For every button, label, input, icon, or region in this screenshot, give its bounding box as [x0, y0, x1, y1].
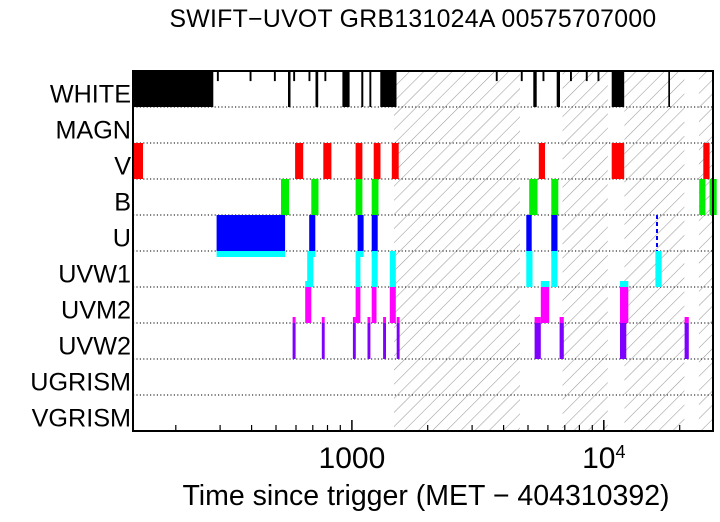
- svg-text:VGRISM: VGRISM: [32, 405, 131, 433]
- svg-text:UVW2: UVW2: [58, 333, 131, 361]
- svg-text:UVW1: UVW1: [58, 261, 131, 289]
- svg-text:U: U: [113, 225, 131, 253]
- svg-text:B: B: [114, 189, 131, 217]
- svg-text:V: V: [114, 153, 131, 181]
- svg-text:UGRISM: UGRISM: [30, 369, 131, 397]
- svg-text:UVM2: UVM2: [61, 297, 131, 325]
- svg-text:104: 104: [582, 442, 625, 475]
- svg-text:1000: 1000: [319, 442, 386, 475]
- svg-text:MAGN: MAGN: [55, 117, 131, 145]
- svg-text:WHITE: WHITE: [50, 81, 131, 109]
